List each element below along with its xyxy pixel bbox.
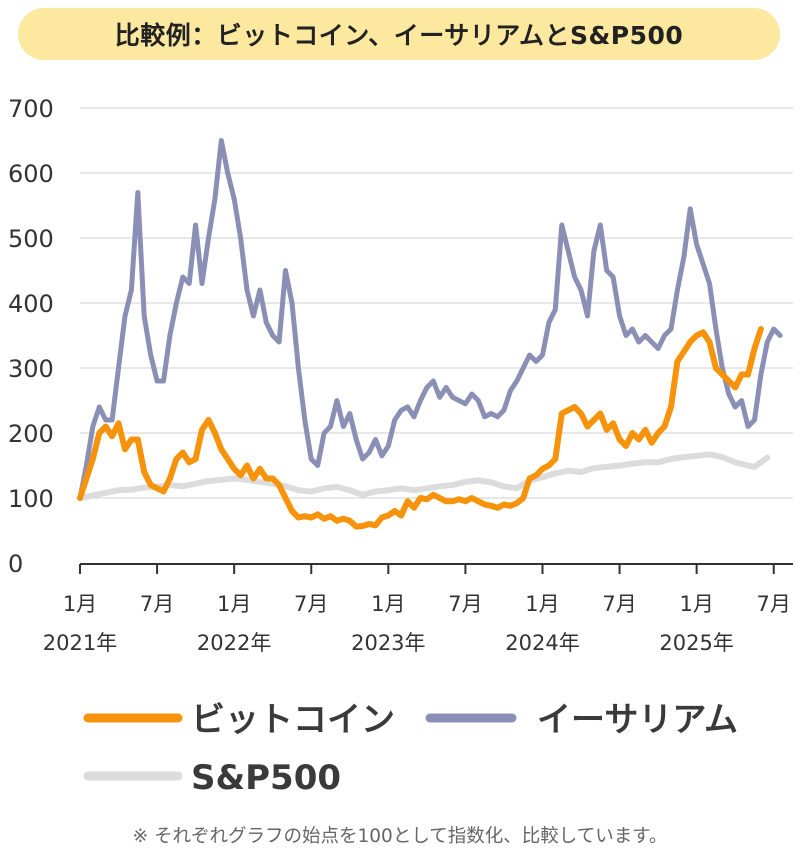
x-axis: 1月 2021年 7月 1月 2022年 7月 1月 2023年 7月 1月 2024年 7月 1月 20… <box>43 563 793 655</box>
x-tick-year-label: 2023年 <box>351 631 425 655</box>
y-tick-label: 400 <box>8 290 54 318</box>
y-tick-label: 300 <box>8 355 54 383</box>
x-tick-month-label: 1月 <box>679 592 713 616</box>
line-chart: 0 100 200 300 400 500 600 700 1月 2021年 7月 1月 2022年 7… <box>8 95 793 798</box>
chart-title-banner: 比較例：ビットコイン、イーサリアムとS&P500 <box>18 8 780 60</box>
y-tick-label: 500 <box>8 225 54 253</box>
legend-label-sp500: S&P500 <box>191 758 341 798</box>
x-tick-month-label: 1月 <box>63 592 97 616</box>
legend-label-bitcoin: ビットコイン <box>191 700 395 740</box>
y-tick-label: 700 <box>8 95 54 123</box>
y-axis: 0 100 200 300 400 500 600 700 <box>8 95 54 578</box>
x-tick-month-label: 7月 <box>602 592 636 616</box>
legend-label-ethereum: イーサリアム <box>537 700 738 740</box>
y-tick-label: 600 <box>8 160 54 188</box>
grid-lines <box>80 107 793 499</box>
x-tick-month-label: 1月 <box>371 592 405 616</box>
series-line-sp500 <box>77 451 771 501</box>
x-tick-month-label: 1月 <box>525 592 559 616</box>
y-tick-label: 0 <box>8 550 23 578</box>
x-tick-year-label: 2022年 <box>197 631 271 655</box>
series-line-bitcoin <box>77 326 764 530</box>
x-tick-year-label: 2021年 <box>43 631 117 655</box>
x-tick-month-label: 7月 <box>294 592 328 616</box>
x-tick-year-label: 2025年 <box>659 631 733 655</box>
footnote: ※ それぞれグラフの始点を100として指数化、比較しています。 <box>132 826 668 847</box>
series-line-ethereum <box>77 138 783 501</box>
x-tick-year-label: 2024年 <box>505 631 579 655</box>
series-lines <box>77 138 783 530</box>
y-tick-label: 100 <box>8 485 54 513</box>
x-tick-month-label: 7月 <box>448 592 482 616</box>
legend: ビットコイン イーサリアム S&P500 <box>83 700 738 798</box>
chart-title: 比較例：ビットコイン、イーサリアムとS&P500 <box>114 21 684 50</box>
x-tick-month-label: 7月 <box>757 592 791 616</box>
x-tick-month-label: 1月 <box>217 592 251 616</box>
x-tick-month-label: 7月 <box>140 592 174 616</box>
y-tick-label: 200 <box>8 420 54 448</box>
